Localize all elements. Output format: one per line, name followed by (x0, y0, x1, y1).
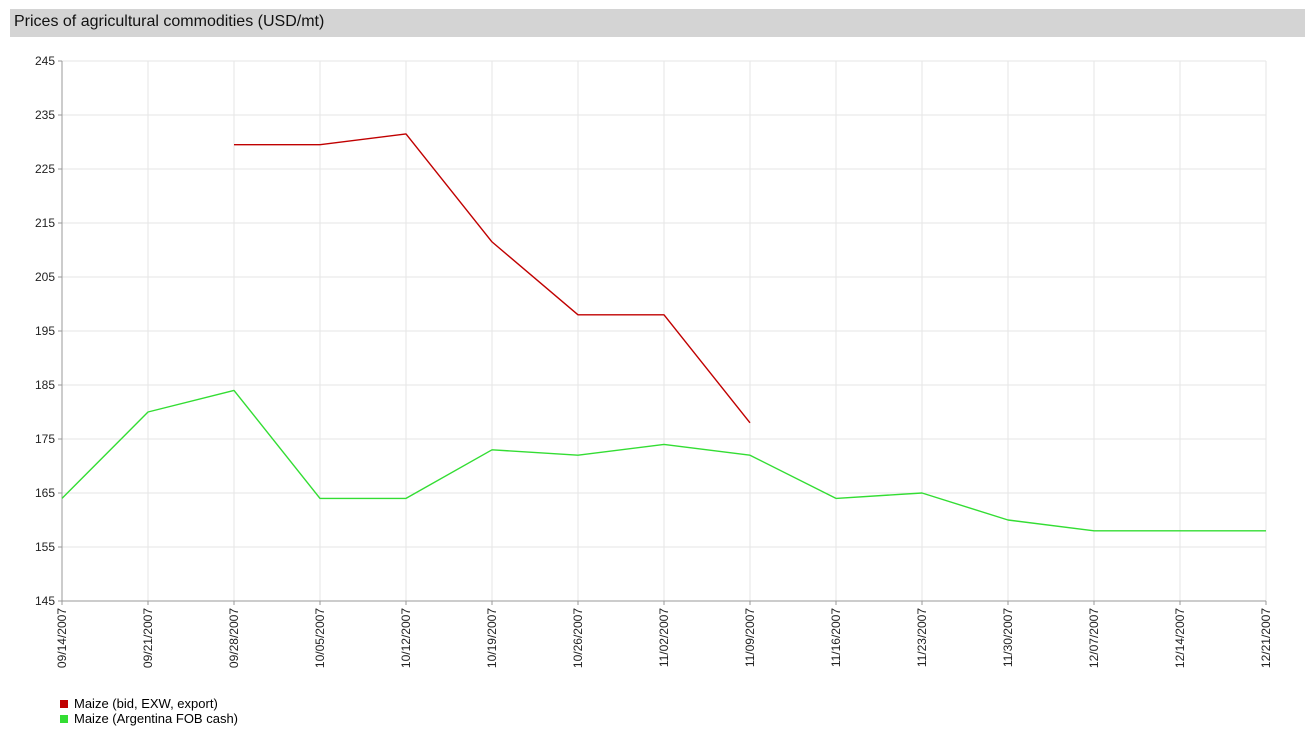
y-tick-label: 205 (35, 270, 55, 284)
x-tick-label: 10/26/2007 (571, 608, 585, 668)
y-tick-label: 165 (35, 486, 55, 500)
x-tick-label: 11/30/2007 (1001, 608, 1015, 667)
legend: Maize (bid, EXW, export) Maize (Argentin… (60, 696, 238, 726)
y-tick-label: 185 (35, 378, 55, 392)
legend-item-maize-exw: Maize (bid, EXW, export) (60, 696, 238, 711)
legend-swatch-green (60, 714, 68, 723)
y-tick-label: 245 (35, 54, 55, 68)
y-tick-label: 145 (35, 594, 55, 608)
chart-header: Prices of agricultural commodities (USD/… (10, 9, 1305, 37)
y-tick-label: 235 (35, 108, 55, 122)
legend-swatch-red (60, 699, 68, 708)
x-tick-label: 12/07/2007 (1087, 608, 1101, 668)
legend-item-maize-argentina: Maize (Argentina FOB cash) (60, 711, 238, 726)
x-tick-label: 11/09/2007 (743, 608, 757, 667)
chart-title: Prices of agricultural commodities (USD/… (14, 13, 325, 30)
x-tick-label: 09/14/2007 (55, 608, 69, 668)
y-tick-label: 155 (35, 540, 55, 554)
legend-label: Maize (bid, EXW, export) (74, 696, 218, 711)
x-tick-label: 09/21/2007 (141, 608, 155, 668)
x-tick-label: 10/19/2007 (485, 608, 499, 668)
x-tick-label: 12/14/2007 (1173, 608, 1187, 668)
y-tick-label: 215 (35, 216, 55, 230)
x-tick-label: 10/12/2007 (399, 608, 413, 668)
y-tick-label: 225 (35, 162, 55, 176)
x-tick-label: 11/23/2007 (915, 608, 929, 667)
series-line-0 (234, 133, 751, 424)
x-tick-label: 10/05/2007 (313, 608, 327, 668)
y-tick-label: 175 (35, 432, 55, 446)
line-chart: 145 155 165 175 185 195 205 215 225 235 245 09/14/2… (35, 54, 1273, 668)
y-tick-label: 195 (35, 324, 55, 338)
x-tick-label: 09/28/2007 (227, 608, 241, 668)
series-line-1 (61, 389, 1266, 532)
x-tick-label: 12/21/2007 (1259, 608, 1273, 668)
legend-label: Maize (Argentina FOB cash) (74, 711, 239, 726)
x-tick-label: 11/16/2007 (829, 608, 843, 667)
x-tick-label: 11/02/2007 (657, 608, 671, 667)
